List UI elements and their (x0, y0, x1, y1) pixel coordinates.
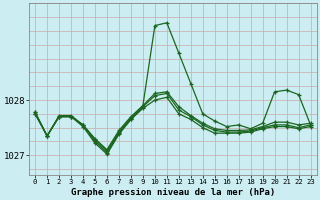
X-axis label: Graphe pression niveau de la mer (hPa): Graphe pression niveau de la mer (hPa) (71, 188, 275, 197)
